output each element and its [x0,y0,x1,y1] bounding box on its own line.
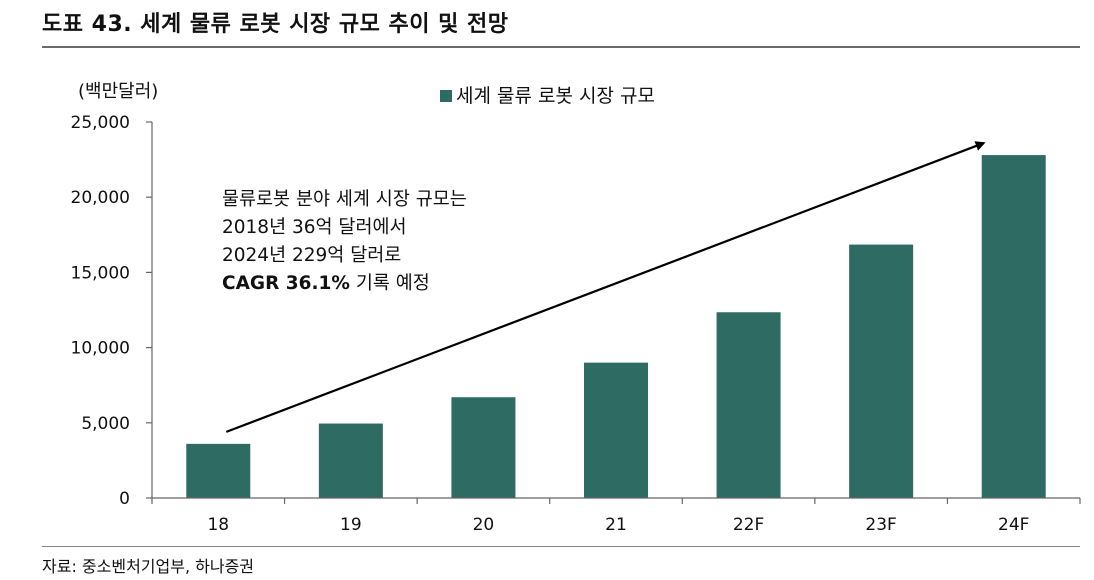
annotation-line-3: 2024년 229억 달러로 [222,245,401,266]
annotation-line-4: CAGR 36.1% 기록 예정 [222,273,430,294]
legend-label: 세계 물류 로봇 시장 규모 [456,85,655,107]
y-tick-label: 5,000 [81,414,130,434]
figure-title: 도표 43. 세계 물류 로봇 시장 규모 추이 및 전망 [42,12,509,37]
annotation-line-1: 물류로봇 분야 세계 시장 규모는 [222,189,467,210]
y-axis: 0 5,000 10,000 15,000 20,000 25,000 [71,113,153,509]
annotation-line-2: 2018년 36억 달러에서 [222,217,407,238]
annotation-cagr: CAGR 36.1% [222,273,350,294]
bar-22F [716,312,781,498]
bar-19 [318,423,383,498]
x-tick-label: 24F [998,515,1029,535]
x-tick-label: 21 [605,515,627,535]
y-tick-label: 20,000 [71,188,130,208]
bar-23F [849,244,914,498]
legend-swatch [440,90,452,102]
y-tick-label: 0 [119,489,130,509]
x-tick-label: 20 [473,515,495,535]
bar-21 [584,362,648,498]
bar-20 [451,397,516,498]
bottom-rule [42,546,1080,547]
bar-24F [981,155,1046,498]
y-tick-label: 10,000 [71,339,130,359]
annotation-cagr-rest: 기록 예정 [350,273,430,294]
x-tick-label: 22F [733,515,764,535]
x-axis: 18 19 20 21 22F 23F 24F [151,497,1081,535]
bar-18 [186,443,251,498]
bar-series [186,155,1046,498]
x-tick-label: 18 [207,515,229,535]
source-note: 자료: 중소벤처기업부, 하나증권 [42,557,255,576]
top-rule [42,46,1080,48]
y-axis-unit-label: (백만달러) [78,81,158,102]
y-tick-label: 25,000 [71,113,130,133]
x-tick-label: 19 [340,515,362,535]
trend-arrow [225,141,986,433]
x-tick-label: 23F [865,515,896,535]
y-tick-label: 15,000 [71,263,130,283]
